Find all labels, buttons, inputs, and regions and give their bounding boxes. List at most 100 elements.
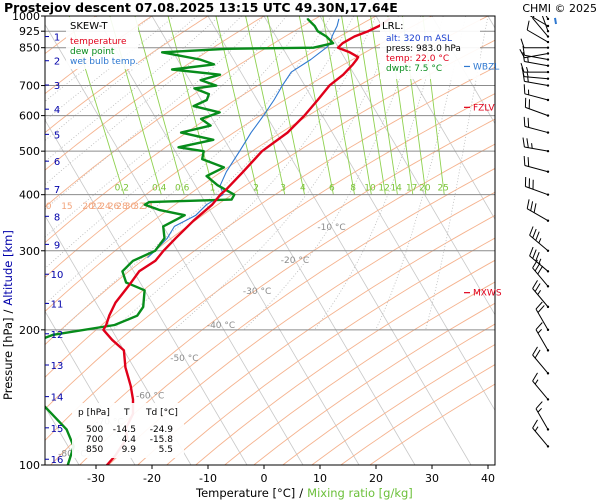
legend-dew-point: dew point [70, 47, 115, 57]
dry-adiabat-line [108, 191, 495, 465]
legend-wet-bulb: wet bulb temp. [70, 57, 138, 67]
pressure-tick-label: 300 [19, 245, 40, 258]
isotherm-line [45, 23, 304, 465]
altitude-tick-label: 13 [51, 361, 64, 372]
temperature-tick-label: 40 [481, 472, 495, 485]
legend-title: SKEW-T [70, 21, 108, 32]
altitude-tick-label: 2 [54, 57, 60, 68]
wind-barbs [519, 16, 557, 448]
pressure-tick-label: 850 [19, 42, 40, 55]
dry-adiabat-label: 28 [116, 202, 128, 212]
axes: 1002003004005006007008509251000123456789… [12, 10, 495, 485]
dry-adiabat-line [50, 143, 495, 465]
temperature-tick-label: 10 [313, 472, 327, 485]
mixing-ratio-line [167, 16, 215, 195]
mixing-ratio-label: 17 [406, 183, 417, 193]
plot-frame [44, 15, 496, 466]
mixing-ratio-label: 8 [350, 183, 356, 193]
lrl-dewpoint: dwpt: 7.5 °C [386, 64, 442, 74]
pressure-tick-label: 200 [19, 324, 40, 337]
table-cell: 850 [86, 445, 103, 455]
altitude-tick-label: 3 [54, 81, 60, 92]
lrl-temperature: temp: 22.0 °C [386, 54, 449, 64]
wind-barb [529, 226, 550, 252]
wind-barb [535, 401, 550, 431]
mixing-ratio-line [245, 16, 286, 195]
temperature-tick-label: 0 [261, 472, 268, 485]
altitude-tick-label: 12 [51, 330, 64, 341]
altitude-tick-label: 5 [54, 130, 60, 141]
isotherm-label: -10 °C [317, 223, 345, 233]
wind-barb [532, 280, 550, 309]
moist-adiabat-line [314, 16, 444, 331]
altitude-tick-label: 1 [54, 33, 60, 44]
wind-barb [522, 45, 550, 61]
lrl-box: LRL: alt: 320 m ASL press: 983.0 hPa tem… [380, 17, 480, 79]
special-levels: MXWS FZLV WBZL [464, 62, 502, 299]
level-label-fzlv: FZLV [473, 103, 495, 113]
dry-adiabat-label: 26 [108, 202, 120, 212]
dry-adiabat-line [79, 167, 495, 465]
mixing-ratio-label: 6 [329, 183, 335, 193]
wind-barb [522, 71, 550, 87]
dry-adiabat-label: 22 [91, 202, 102, 212]
altitude-tick-label: 6 [54, 157, 60, 168]
moist-adiabat-line [45, 16, 332, 305]
table-cell: 700 [86, 435, 103, 445]
wind-barb [523, 84, 550, 102]
table-header-t: T [123, 408, 130, 418]
mixing-ratio-label: 2 [253, 183, 259, 193]
pressure-tick-label: 500 [19, 145, 40, 158]
dry-adiabat-label: 20 [82, 202, 94, 212]
dry-adiabat-line [137, 214, 495, 465]
mixing-ratio-label: 1 [210, 183, 216, 193]
mixing-ratio-label: 0.2 [115, 183, 129, 193]
moist-adiabat-line [112, 16, 377, 331]
chart-title: Prostejov descent 07.08.2025 13:15 UTC 4… [4, 0, 398, 15]
altitude-tick-label: 14 [51, 393, 64, 404]
dry-adiabat-line [166, 237, 495, 465]
temperature-series-line [102, 18, 391, 465]
mixing-ratio-line [134, 16, 185, 195]
wind-barb [522, 137, 550, 153]
altitude-tick-label: 8 [54, 212, 60, 223]
wind-barb [522, 52, 550, 67]
isotherm-label: -20 °C [281, 256, 309, 266]
moist-adiabat-line [45, 16, 287, 238]
mixing-ratio-line [356, 16, 386, 195]
mixing-ratio-line [341, 16, 372, 195]
dry-adiabat-line [45, 93, 495, 410]
table-header-td: Td [°C] [145, 408, 178, 418]
dry-adiabat-label: 24 [99, 202, 111, 212]
table-cell: -15.8 [150, 435, 174, 445]
dry-adiabat-label: 34 [142, 202, 154, 212]
altitude-tick-label: 11 [51, 299, 64, 310]
wind-barb [520, 62, 550, 74]
table-cell: 500 [86, 425, 103, 435]
lrl-altitude: alt: 320 m ASL [386, 34, 452, 44]
pressure-tick-label: 700 [19, 80, 40, 93]
isotherm-line [319, 16, 495, 316]
altitude-tick-label: 15 [51, 424, 64, 435]
copyright: CHMI © 2025 [522, 2, 597, 15]
temperature-tick-label: 20 [369, 472, 383, 485]
mixing-ratio-line [266, 16, 305, 195]
altitude-tick-label: 4 [54, 105, 60, 116]
wind-barb [523, 116, 550, 134]
mixing-ratio-label: 0.4 [152, 183, 167, 193]
altitude-tick-label: 9 [54, 240, 60, 251]
wind-barb [526, 20, 550, 44]
level-label-mxws: MXWS [473, 289, 502, 299]
mixing-ratio-label: 14 [390, 183, 402, 193]
mixing-ratio-label: 10 [364, 183, 376, 193]
altitude-tick-label: 16 [51, 455, 64, 466]
wind-barb [529, 246, 550, 273]
wind-barb [541, 16, 550, 33]
pressure-tick-label: 100 [19, 459, 40, 472]
wind-barb [532, 346, 550, 375]
wind-barb [524, 176, 550, 196]
dry-adiabat-line [45, 118, 495, 442]
profile-series [45, 18, 391, 465]
isotherm-line [45, 119, 248, 465]
